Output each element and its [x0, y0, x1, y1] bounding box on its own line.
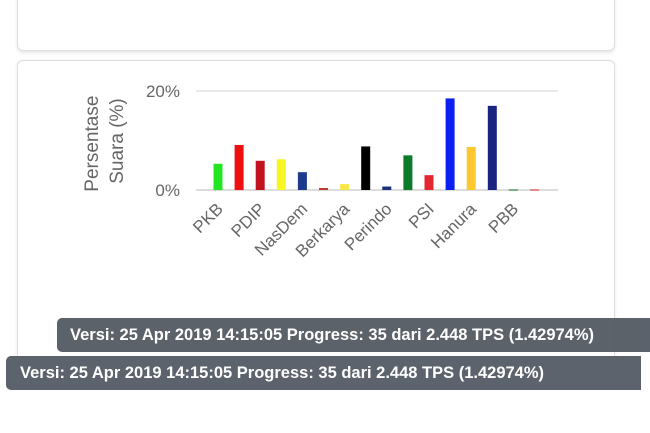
x-tick-label-hanura: Hanura: [427, 199, 480, 252]
bar-pdip[interactable]: [255, 160, 265, 190]
version-progress-bar-back: Versi: 25 Apr 2019 14:15:05 Progress: 35…: [57, 318, 650, 352]
bar-gerindra[interactable]: [234, 144, 244, 190]
bar-perindo[interactable]: [382, 186, 392, 190]
chart-card: [17, 60, 615, 362]
bar-demokrat[interactable]: [487, 105, 497, 190]
bar-pkpi[interactable]: [530, 189, 539, 191]
chart-grid: [196, 90, 558, 191]
bar-pan[interactable]: [445, 98, 455, 190]
y-tick-label: 0%: [155, 181, 180, 200]
bar-pkb[interactable]: [213, 163, 223, 190]
bar-berkarya[interactable]: [340, 184, 350, 190]
bar-psi[interactable]: [424, 175, 434, 190]
bar-garuda[interactable]: [319, 188, 328, 190]
y-axis-ticks: 0% 20%: [146, 82, 180, 200]
bar-hanura[interactable]: [466, 146, 476, 190]
x-tick-label-pkb: PKB: [189, 199, 226, 236]
chart-bars: [213, 98, 539, 191]
bar-ppp[interactable]: [403, 155, 413, 190]
top-card: [17, 0, 615, 51]
y-axis-label: Persentase Suara (%): [82, 90, 128, 191]
y-axis-label-line-2: Suara (%): [107, 98, 128, 184]
version-progress-bar: Versi: 25 Apr 2019 14:15:05 Progress: 35…: [6, 356, 641, 390]
x-tick-label-psi: PSI: [405, 199, 438, 232]
x-tick-label-pbb: PBB: [485, 199, 522, 236]
y-axis-label-line-1: Persentase: [82, 96, 103, 192]
bar-nasdem[interactable]: [297, 172, 307, 190]
x-tick-label-perindo: Perindo: [341, 199, 396, 254]
bar-golkar[interactable]: [276, 159, 286, 190]
bar-pbb[interactable]: [508, 189, 518, 191]
bar-pks[interactable]: [361, 146, 371, 190]
y-tick-label: 20%: [146, 82, 180, 101]
